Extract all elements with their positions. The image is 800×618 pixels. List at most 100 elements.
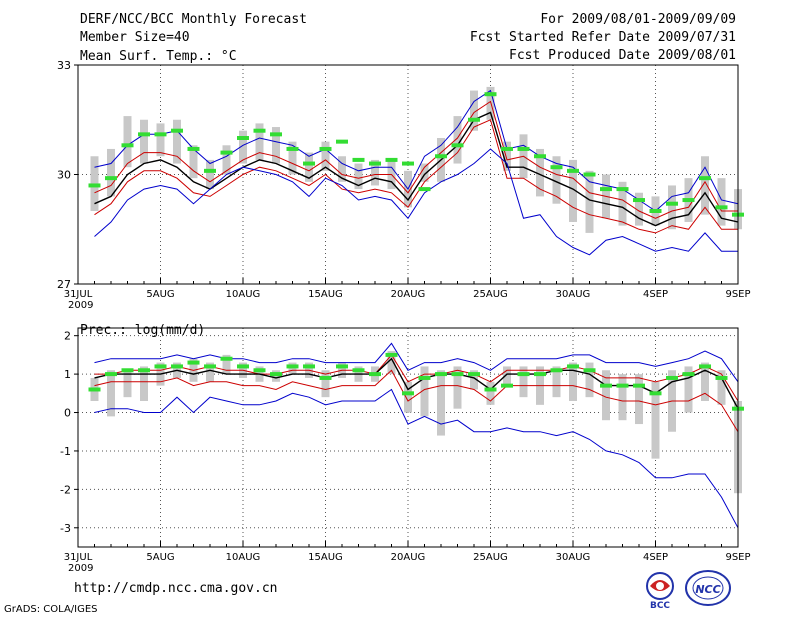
median-marker xyxy=(121,143,134,148)
range-bar xyxy=(552,366,561,398)
x-tick-label: 9SEP xyxy=(725,552,750,563)
median-marker xyxy=(336,139,348,144)
range-bar xyxy=(618,374,627,421)
range-bar xyxy=(173,119,181,164)
median-marker xyxy=(237,136,249,140)
forecast-started-date: Fcst Started Refer Date 2009/07/31 xyxy=(469,30,736,45)
median-marker xyxy=(468,117,480,122)
forecast-produced-date: Fcst Produced Date 2009/08/01 xyxy=(509,48,736,63)
range-bar xyxy=(585,170,594,233)
median-marker xyxy=(550,368,563,373)
range-bar xyxy=(701,362,709,401)
median-marker xyxy=(649,391,662,396)
panel-title: Mean Surf. Temp.: °C xyxy=(80,49,237,64)
x-tick-label: 30AUG xyxy=(556,289,591,300)
series-line-mean xyxy=(94,111,739,227)
chart-title: DERF/NCC/BCC Monthly Forecast xyxy=(80,12,307,27)
median-marker xyxy=(517,372,530,377)
x-tick-year: 2009 xyxy=(68,300,93,311)
y-tick-label: 0 xyxy=(64,407,71,420)
median-marker xyxy=(501,146,513,151)
series-line-mean xyxy=(94,357,739,410)
median-marker xyxy=(484,387,497,392)
range-bar xyxy=(255,123,264,160)
median-marker xyxy=(550,165,563,170)
x-tick-label: 20AUG xyxy=(391,289,426,300)
median-marker xyxy=(336,364,348,369)
median-marker xyxy=(418,375,431,380)
median-marker xyxy=(154,364,167,369)
median-marker xyxy=(270,372,282,377)
median-marker xyxy=(583,368,596,373)
median-marker xyxy=(451,143,464,148)
x-tick-label: 4SEP xyxy=(643,552,668,563)
y-tick-label: 1 xyxy=(64,368,71,381)
range-bar xyxy=(288,141,297,175)
median-marker xyxy=(451,372,464,377)
median-marker xyxy=(715,205,728,210)
range-bar xyxy=(123,116,132,168)
range-bar xyxy=(470,370,478,390)
range-bar xyxy=(239,130,247,164)
ncc-logo: NCC xyxy=(685,570,731,606)
y-tick-label: 27 xyxy=(57,278,71,291)
x-tick-label: 25AUG xyxy=(473,289,508,300)
median-marker xyxy=(171,364,183,369)
range-bar xyxy=(107,148,115,197)
range-bar xyxy=(470,90,478,131)
range-bar xyxy=(519,366,528,398)
median-marker xyxy=(286,146,299,151)
median-marker xyxy=(699,364,711,369)
range-bar xyxy=(503,366,511,386)
range-bar xyxy=(717,370,726,405)
median-marker xyxy=(616,187,629,192)
range-bar xyxy=(717,178,726,226)
median-marker xyxy=(666,201,678,206)
median-marker xyxy=(517,146,530,151)
median-marker xyxy=(253,128,266,133)
range-bar xyxy=(404,381,412,413)
range-bar xyxy=(552,156,561,204)
x-tick-year: 2009 xyxy=(68,563,93,574)
range-bar xyxy=(222,354,231,375)
range-bar xyxy=(140,366,148,401)
median-marker xyxy=(138,132,150,137)
range-bar xyxy=(536,148,544,197)
median-marker xyxy=(468,372,480,377)
series-line-spread_low xyxy=(94,369,739,432)
y-tick-label: -2 xyxy=(60,483,71,496)
range-bar xyxy=(371,159,379,186)
median-marker xyxy=(633,198,645,203)
median-marker xyxy=(402,391,414,396)
range-bar xyxy=(569,362,577,401)
range-bar xyxy=(140,119,148,164)
median-marker xyxy=(435,154,447,159)
range-bar xyxy=(503,141,511,171)
range-bar xyxy=(420,163,429,182)
median-marker xyxy=(88,183,101,188)
series-line-max xyxy=(94,89,739,212)
median-marker xyxy=(105,176,117,181)
median-marker xyxy=(484,92,497,97)
median-marker xyxy=(501,383,513,388)
range-bar xyxy=(338,156,346,182)
range-bar xyxy=(305,152,313,182)
median-marker xyxy=(633,383,645,388)
median-marker xyxy=(319,375,332,380)
range-bar xyxy=(189,145,198,179)
source-url[interactable]: http://cmdp.ncc.cma.gov.cn xyxy=(74,581,278,596)
median-marker xyxy=(567,168,579,173)
x-tick-label: 30AUG xyxy=(556,552,591,563)
range-bar xyxy=(354,163,363,190)
x-tick-label: 25AUG xyxy=(473,552,508,563)
range-bar xyxy=(585,362,594,398)
range-bar xyxy=(569,159,577,222)
median-marker xyxy=(616,383,629,388)
median-marker xyxy=(253,368,266,373)
median-marker xyxy=(385,157,398,162)
median-marker xyxy=(649,209,662,213)
range-bar xyxy=(635,374,643,425)
x-tick-label: 9SEP xyxy=(725,289,750,300)
